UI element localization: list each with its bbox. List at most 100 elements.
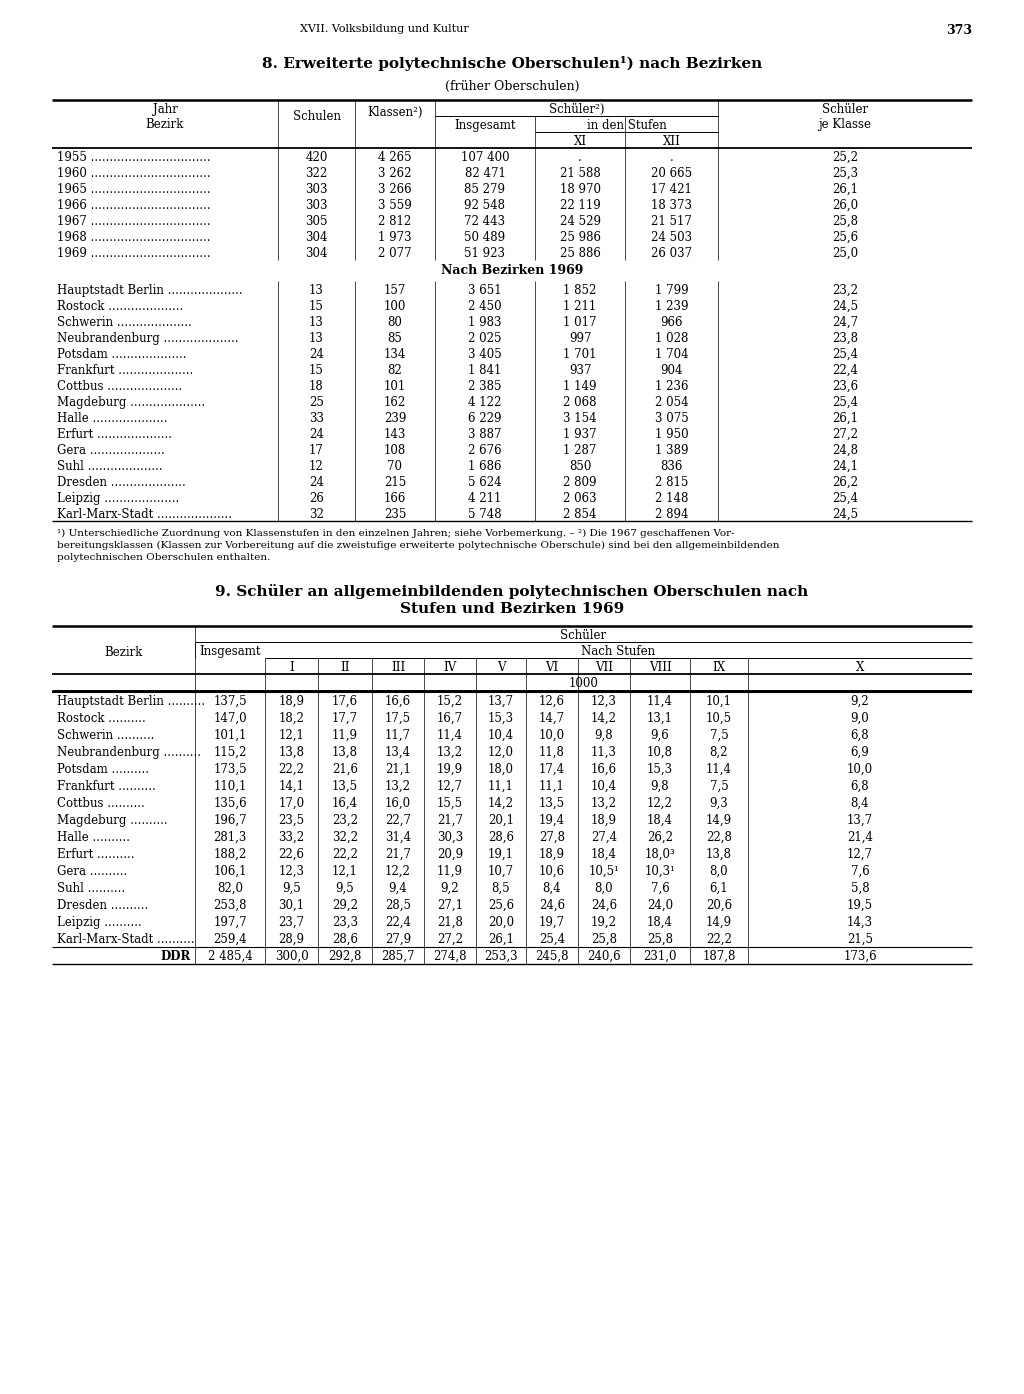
Text: Schwerin ....................: Schwerin ....................: [57, 316, 191, 329]
Text: 13,2: 13,2: [591, 797, 617, 810]
Text: 18,9: 18,9: [591, 814, 617, 827]
Text: 134: 134: [384, 348, 407, 361]
Text: 9,5: 9,5: [283, 882, 301, 895]
Text: 14,9: 14,9: [706, 814, 732, 827]
Text: 16,4: 16,4: [332, 797, 358, 810]
Text: 2 854: 2 854: [563, 507, 597, 521]
Text: 16,6: 16,6: [385, 696, 411, 708]
Text: 3 559: 3 559: [378, 199, 412, 212]
Text: 23,3: 23,3: [332, 916, 358, 928]
Text: 2 077: 2 077: [378, 247, 412, 261]
Text: 4 122: 4 122: [468, 396, 502, 408]
Text: Leipzig ..........: Leipzig ..........: [57, 916, 141, 928]
Text: 373: 373: [946, 24, 972, 38]
Text: 24,1: 24,1: [831, 460, 858, 473]
Text: 10,0: 10,0: [539, 729, 565, 742]
Text: Gera ..........: Gera ..........: [57, 866, 127, 878]
Text: 17,0: 17,0: [279, 797, 304, 810]
Text: 937: 937: [568, 364, 591, 376]
Text: 26: 26: [309, 492, 324, 505]
Text: 3 075: 3 075: [654, 413, 688, 425]
Text: 20,6: 20,6: [706, 899, 732, 912]
Text: 6,1: 6,1: [710, 882, 728, 895]
Text: 10,3¹: 10,3¹: [644, 866, 676, 878]
Text: 1000: 1000: [568, 677, 598, 690]
Text: 82 471: 82 471: [465, 167, 506, 180]
Text: 27,2: 27,2: [437, 933, 463, 947]
Text: 1955 ................................: 1955 ................................: [57, 151, 211, 164]
Text: Bezirk: Bezirk: [104, 645, 142, 659]
Text: 3 405: 3 405: [468, 348, 502, 361]
Text: 303: 303: [305, 199, 328, 212]
Text: 9,4: 9,4: [389, 882, 408, 895]
Text: 1 701: 1 701: [563, 348, 597, 361]
Text: 1967 ................................: 1967 ................................: [57, 215, 211, 229]
Text: Magdeburg ..........: Magdeburg ..........: [57, 814, 168, 827]
Text: Frankfurt ..........: Frankfurt ..........: [57, 781, 156, 793]
Text: Potsdam ..........: Potsdam ..........: [57, 763, 150, 776]
Text: 281,3: 281,3: [213, 831, 247, 843]
Text: 17,5: 17,5: [385, 712, 411, 725]
Text: 11,8: 11,8: [539, 746, 565, 758]
Text: 285,7: 285,7: [381, 949, 415, 963]
Text: 836: 836: [660, 460, 683, 473]
Text: 322: 322: [305, 167, 328, 180]
Text: 1 686: 1 686: [468, 460, 502, 473]
Text: 12,1: 12,1: [332, 866, 358, 878]
Text: 14,2: 14,2: [591, 712, 617, 725]
Text: 10,4: 10,4: [591, 781, 617, 793]
Text: 17 421: 17 421: [651, 183, 692, 197]
Text: 25,8: 25,8: [647, 933, 673, 947]
Text: Schwerin ..........: Schwerin ..........: [57, 729, 155, 742]
Text: 2 812: 2 812: [379, 215, 412, 229]
Text: 30,1: 30,1: [279, 899, 304, 912]
Text: 157: 157: [384, 284, 407, 297]
Text: Insgesamt: Insgesamt: [455, 118, 516, 132]
Text: 904: 904: [660, 364, 683, 376]
Text: 16,7: 16,7: [437, 712, 463, 725]
Text: 7,5: 7,5: [710, 781, 728, 793]
Text: 80: 80: [387, 316, 402, 329]
Text: 8,5: 8,5: [492, 882, 510, 895]
Text: Neubrandenburg ..........: Neubrandenburg ..........: [57, 746, 201, 758]
Text: 25,4: 25,4: [831, 396, 858, 408]
Text: 10,0: 10,0: [847, 763, 873, 776]
Text: 2 054: 2 054: [654, 396, 688, 408]
Text: 18 373: 18 373: [651, 199, 692, 212]
Text: 3 262: 3 262: [378, 167, 412, 180]
Text: 2 485,4: 2 485,4: [208, 949, 252, 963]
Text: 10,7: 10,7: [488, 866, 514, 878]
Text: 2 809: 2 809: [563, 475, 597, 489]
Text: Halle ..........: Halle ..........: [57, 831, 130, 843]
Text: 100: 100: [384, 300, 407, 314]
Text: Dresden ..........: Dresden ..........: [57, 899, 148, 912]
Text: 23,8: 23,8: [831, 332, 858, 344]
Text: 11,9: 11,9: [332, 729, 358, 742]
Text: 17,4: 17,4: [539, 763, 565, 776]
Text: 3 266: 3 266: [378, 183, 412, 197]
Text: 12,2: 12,2: [385, 866, 411, 878]
Text: 14,9: 14,9: [706, 916, 732, 928]
Text: 3 887: 3 887: [468, 428, 502, 441]
Text: 235: 235: [384, 507, 407, 521]
Text: 24,6: 24,6: [591, 899, 617, 912]
Text: 13,5: 13,5: [539, 797, 565, 810]
Text: bereitungsklassen (Klassen zur Vorbereitung auf die zweistufige erweiterte polyt: bereitungsklassen (Klassen zur Vorbereit…: [57, 541, 779, 551]
Text: 27,9: 27,9: [385, 933, 411, 947]
Text: 15,2: 15,2: [437, 696, 463, 708]
Text: 173,5: 173,5: [213, 763, 247, 776]
Text: 25,2: 25,2: [831, 151, 858, 164]
Text: Jahr
Bezirk: Jahr Bezirk: [145, 103, 184, 131]
Text: 24: 24: [309, 428, 324, 441]
Text: 21,7: 21,7: [437, 814, 463, 827]
Text: 2 148: 2 148: [654, 492, 688, 505]
Text: 10,8: 10,8: [647, 746, 673, 758]
Text: 17,6: 17,6: [332, 696, 358, 708]
Text: 14,7: 14,7: [539, 712, 565, 725]
Text: 997: 997: [568, 332, 591, 344]
Text: 25,8: 25,8: [591, 933, 617, 947]
Text: 300,0: 300,0: [274, 949, 308, 963]
Text: 305: 305: [305, 215, 328, 229]
Text: 21,1: 21,1: [385, 763, 411, 776]
Text: 13,7: 13,7: [488, 696, 514, 708]
